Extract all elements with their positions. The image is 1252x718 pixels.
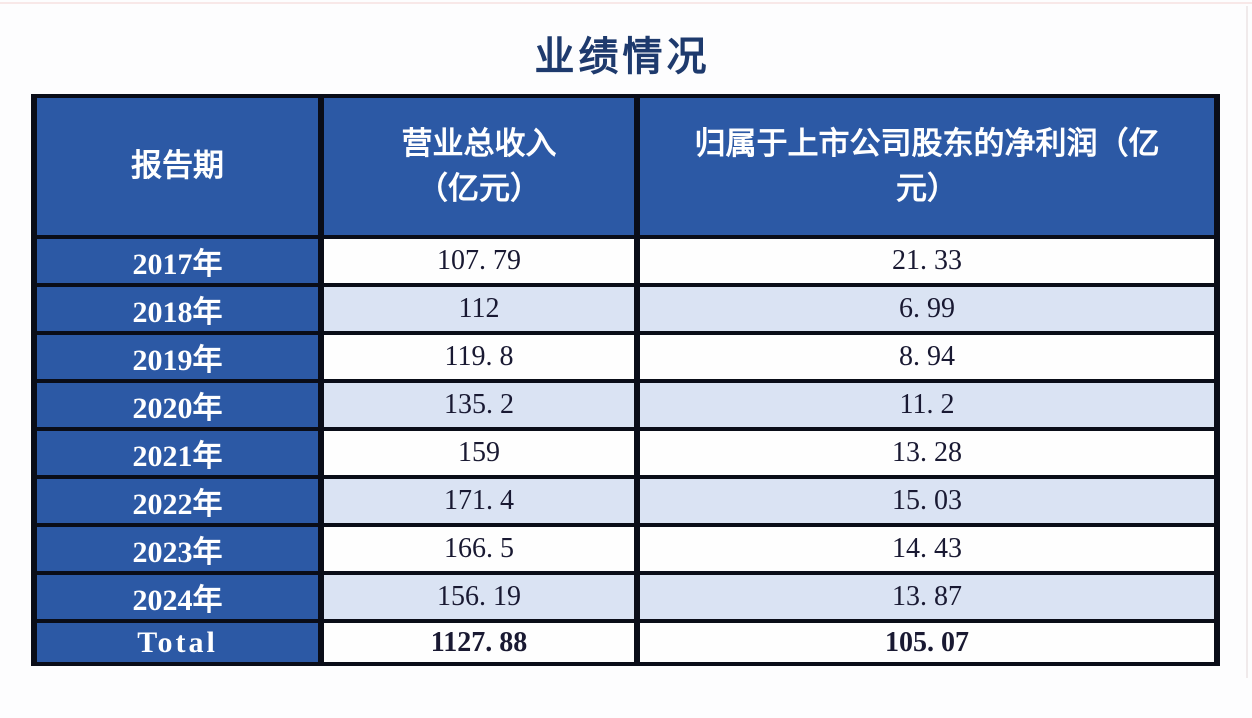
period-cell: 2019年: [31, 331, 324, 383]
profit-cell: 11. 2: [634, 379, 1220, 431]
table-row-2022: 2022年 171. 4 15. 03: [31, 475, 1220, 527]
table-body: 2017年 107. 79 21. 33 2018年 112 6. 99 201…: [31, 235, 1220, 666]
header-cell-profit: 归属于上市公司股东的净利润（亿 元）: [634, 94, 1220, 239]
table-row-2019: 2019年 119. 8 8. 94: [31, 331, 1220, 383]
revenue-cell: 107. 79: [318, 235, 640, 287]
revenue-cell: 166. 5: [318, 523, 640, 575]
performance-table: 报告期 营业总收入 （亿元） 归属于上市公司股东的净利润（亿 元） 2017年 …: [31, 94, 1220, 666]
total-label-cell: Total: [31, 619, 324, 666]
table-row-total: Total 1127. 88 105. 07: [31, 619, 1220, 666]
profit-cell: 8. 94: [634, 331, 1220, 383]
profit-cell: 21. 33: [634, 235, 1220, 287]
profit-cell: 15. 03: [634, 475, 1220, 527]
profit-total-cell: 105. 07: [634, 619, 1220, 666]
profit-cell: 6. 99: [634, 283, 1220, 335]
table-row-2024: 2024年 156. 19 13. 87: [31, 571, 1220, 623]
period-cell: 2024年: [31, 571, 324, 623]
header-row: 报告期 营业总收入 （亿元） 归属于上市公司股东的净利润（亿 元）: [31, 94, 1220, 239]
profit-cell: 13. 28: [634, 427, 1220, 479]
revenue-cell: 119. 8: [318, 331, 640, 383]
revenue-cell: 159: [318, 427, 640, 479]
right-edge-line: [1246, 6, 1248, 678]
period-cell: 2022年: [31, 475, 324, 527]
table-header: 报告期 营业总收入 （亿元） 归属于上市公司股东的净利润（亿 元）: [31, 94, 1220, 239]
table-row-2017: 2017年 107. 79 21. 33: [31, 235, 1220, 287]
header-cell-revenue: 营业总收入 （亿元）: [318, 94, 640, 239]
profit-cell: 14. 43: [634, 523, 1220, 575]
table-row-2020: 2020年 135. 2 11. 2: [31, 379, 1220, 431]
revenue-cell: 156. 19: [318, 571, 640, 623]
revenue-cell: 135. 2: [318, 379, 640, 431]
revenue-cell: 112: [318, 283, 640, 335]
top-red-line: [0, 2, 1252, 4]
table-row-2021: 2021年 159 13. 28: [31, 427, 1220, 479]
period-cell: 2018年: [31, 283, 324, 335]
revenue-cell: 171. 4: [318, 475, 640, 527]
table-row-2018: 2018年 112 6. 99: [31, 283, 1220, 335]
period-cell: 2023年: [31, 523, 324, 575]
revenue-total-cell: 1127. 88: [318, 619, 640, 666]
period-cell: 2020年: [31, 379, 324, 431]
profit-cell: 13. 87: [634, 571, 1220, 623]
table-row-2023: 2023年 166. 5 14. 43: [31, 523, 1220, 575]
period-cell: 2017年: [31, 235, 324, 287]
header-cell-period: 报告期: [31, 94, 324, 239]
page-title: 业绩情况: [534, 34, 711, 79]
period-cell: 2021年: [31, 427, 324, 479]
